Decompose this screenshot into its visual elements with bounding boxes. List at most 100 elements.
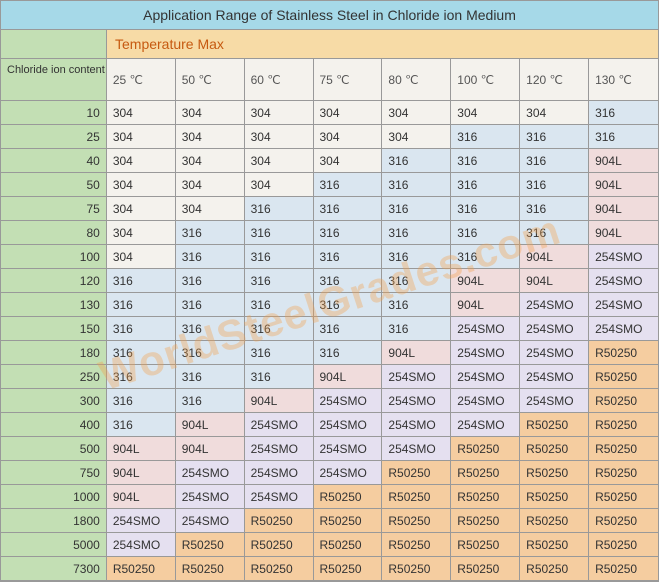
row-header: 250 [1, 365, 107, 389]
data-cell: R50250 [451, 485, 520, 509]
data-cell: 316 [589, 101, 658, 125]
data-cell: 316 [451, 197, 520, 221]
table-row: 80304316316316316316316904L [1, 221, 658, 245]
data-cell: R50250 [451, 437, 520, 461]
data-cell: 304 [107, 245, 176, 269]
data-cell: 254SMO [245, 413, 314, 437]
data-cell: 316 [382, 197, 451, 221]
data-cell: R50250 [589, 389, 658, 413]
data-cell: 316 [245, 221, 314, 245]
data-cell: R50250 [520, 413, 589, 437]
data-cell: R50250 [314, 557, 383, 581]
data-cell: 304 [107, 173, 176, 197]
row-header: 75 [1, 197, 107, 221]
table-row: 750904L254SMO254SMO254SMOR50250R50250R50… [1, 461, 658, 485]
table-title: Application Range of Stainless Steel in … [1, 1, 658, 30]
row-header: 10 [1, 101, 107, 125]
data-cell: 904L [176, 413, 245, 437]
data-cell: 316 [520, 125, 589, 149]
data-cell: 316 [382, 269, 451, 293]
data-cell: 316 [176, 317, 245, 341]
data-cell: 304 [176, 197, 245, 221]
data-cell: 304 [176, 149, 245, 173]
data-cell: 316 [107, 317, 176, 341]
row-header: 5000 [1, 533, 107, 557]
table-row: 120316316316316316904L904L254SMO [1, 269, 658, 293]
column-header: 100 ℃ [451, 59, 520, 101]
data-cell: 254SMO [520, 341, 589, 365]
table-row: 10304304304304304304304316 [1, 101, 658, 125]
table-row: 130316316316316316904L254SMO254SMO [1, 293, 658, 317]
data-cell: 304 [107, 197, 176, 221]
data-cell: 904L [107, 485, 176, 509]
data-cell: 316 [245, 341, 314, 365]
data-cell: 254SMO [520, 293, 589, 317]
data-cell: 316 [245, 197, 314, 221]
row-header: 1800 [1, 509, 107, 533]
data-cell: 254SMO [176, 485, 245, 509]
data-cell: R50250 [589, 365, 658, 389]
data-cell: R50250 [589, 485, 658, 509]
data-cell: R50250 [382, 533, 451, 557]
data-cell: R50250 [589, 461, 658, 485]
data-cell: R50250 [451, 533, 520, 557]
data-cell: 254SMO [451, 317, 520, 341]
data-cell: 254SMO [451, 389, 520, 413]
column-header: 130 ℃ [589, 59, 658, 101]
table-row: 500904L904L254SMO254SMO254SMOR50250R5025… [1, 437, 658, 461]
data-cell: 304 [314, 149, 383, 173]
data-cell: 304 [176, 101, 245, 125]
data-cell: 316 [520, 149, 589, 173]
data-cell: 316 [314, 173, 383, 197]
data-cell: 316 [314, 293, 383, 317]
data-cell: 904L [245, 389, 314, 413]
data-cell: 316 [107, 413, 176, 437]
row-header: 40 [1, 149, 107, 173]
data-cell: 316 [176, 245, 245, 269]
data-cell: 304 [520, 101, 589, 125]
data-cell: 304 [382, 101, 451, 125]
data-cell: 316 [451, 149, 520, 173]
data-cell: 316 [176, 293, 245, 317]
data-cell: 904L [589, 149, 658, 173]
table-row: 75304304316316316316316904L [1, 197, 658, 221]
data-cell: 316 [107, 269, 176, 293]
data-cell: 904L [382, 341, 451, 365]
subheader-row: Temperature Max [1, 30, 658, 59]
data-cell: 316 [176, 341, 245, 365]
data-cell: 254SMO [451, 413, 520, 437]
data-cell: 254SMO [245, 437, 314, 461]
data-cell: 304 [176, 173, 245, 197]
data-cell: R50250 [451, 557, 520, 581]
data-cell: 304 [245, 125, 314, 149]
data-cell: 316 [451, 173, 520, 197]
column-header: 25 ℃ [107, 59, 176, 101]
data-cell: R50250 [589, 413, 658, 437]
row-header: 180 [1, 341, 107, 365]
table-row: 1000904L254SMO254SMOR50250R50250R50250R5… [1, 485, 658, 509]
data-cell: 254SMO [314, 389, 383, 413]
data-cell: 316 [314, 317, 383, 341]
data-cell: 316 [382, 245, 451, 269]
data-cell: 316 [176, 389, 245, 413]
data-cell: 904L [520, 269, 589, 293]
row-header: 50 [1, 173, 107, 197]
data-cell: 254SMO [382, 437, 451, 461]
row-header: 400 [1, 413, 107, 437]
data-cell: 316 [451, 221, 520, 245]
data-cell: 254SMO [589, 269, 658, 293]
row-header: 80 [1, 221, 107, 245]
table-row: 1800254SMO254SMOR50250R50250R50250R50250… [1, 509, 658, 533]
data-cell: R50250 [314, 509, 383, 533]
table-row: 400316904L254SMO254SMO254SMO254SMOR50250… [1, 413, 658, 437]
table-row: 7300R50250R50250R50250R50250R50250R50250… [1, 557, 658, 581]
data-cell: 254SMO [520, 317, 589, 341]
data-cell: R50250 [520, 461, 589, 485]
subheader-spacer [1, 30, 107, 59]
data-cell: 304 [107, 221, 176, 245]
table-row: 5000254SMOR50250R50250R50250R50250R50250… [1, 533, 658, 557]
data-cell: 904L [314, 365, 383, 389]
data-cell: 316 [314, 341, 383, 365]
data-cell: R50250 [520, 437, 589, 461]
data-cell: 316 [382, 293, 451, 317]
